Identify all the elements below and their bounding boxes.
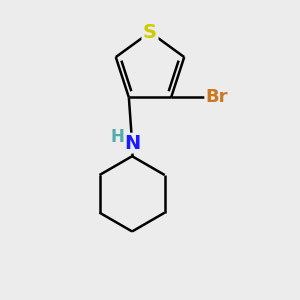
Text: Br: Br xyxy=(206,88,228,106)
Text: N: N xyxy=(124,134,140,153)
Text: H: H xyxy=(110,128,124,146)
Text: S: S xyxy=(143,23,157,42)
